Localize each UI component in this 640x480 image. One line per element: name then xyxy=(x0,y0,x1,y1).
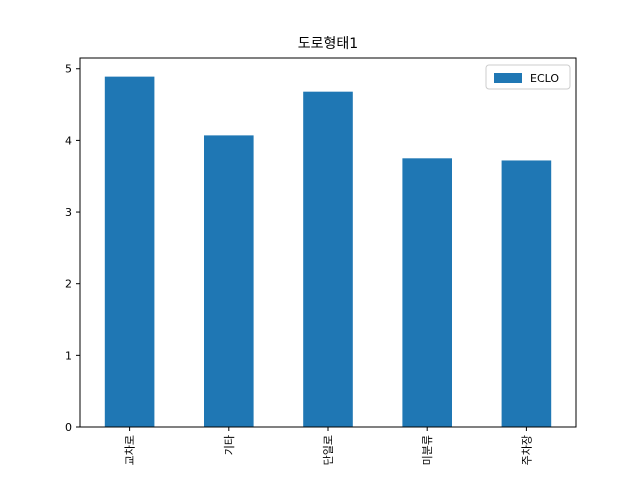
y-tick-label: 5 xyxy=(65,63,72,76)
chart-title: 도로형태1 xyxy=(298,36,358,52)
bar-기타 xyxy=(204,135,254,428)
y-tick-label: 3 xyxy=(65,206,72,219)
legend-swatch xyxy=(494,73,522,83)
legend-label: ECLO xyxy=(530,72,559,85)
bar-미분류 xyxy=(402,158,452,428)
plot-frame xyxy=(79,57,577,428)
y-tick-label: 1 xyxy=(65,349,72,362)
bar-주차장 xyxy=(501,160,552,427)
x-tick-label: 기타 xyxy=(223,435,236,455)
bars-group xyxy=(104,76,552,428)
bar-단일로 xyxy=(303,91,353,428)
y-tick-label: 2 xyxy=(65,278,72,291)
x-tick-label: 주차장 xyxy=(520,435,533,465)
x-tick-label: 교차로 xyxy=(124,435,137,465)
x-axis: 교차로 기타 단일로 미분류 주차장 xyxy=(124,427,533,465)
x-tick-label: 미분류 xyxy=(421,435,434,465)
y-axis: 0 1 2 3 4 5 xyxy=(65,63,80,434)
legend: ECLO xyxy=(485,64,571,90)
y-tick-label: 0 xyxy=(65,421,72,434)
bar-교차로 xyxy=(104,76,155,428)
x-tick-label: 단일로 xyxy=(321,435,335,465)
y-tick-label: 4 xyxy=(65,134,72,147)
